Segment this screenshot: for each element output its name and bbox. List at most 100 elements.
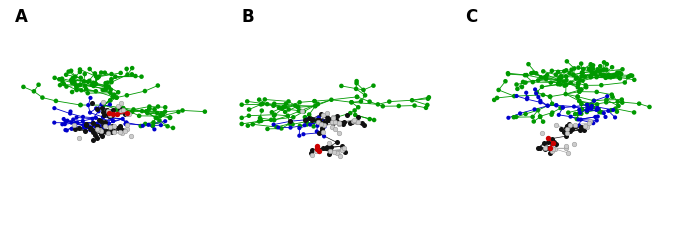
- Point: [160, 119, 171, 123]
- Point: [316, 121, 328, 125]
- Point: [519, 73, 531, 77]
- Point: [125, 134, 136, 138]
- Point: [598, 111, 610, 115]
- Point: [612, 71, 623, 74]
- Point: [308, 124, 319, 128]
- Point: [244, 114, 255, 118]
- Point: [107, 95, 118, 99]
- Point: [74, 83, 85, 87]
- Point: [287, 122, 298, 126]
- Point: [617, 101, 628, 105]
- Point: [576, 74, 587, 78]
- Point: [318, 120, 329, 124]
- Point: [257, 102, 268, 106]
- Point: [88, 121, 99, 124]
- Point: [74, 126, 85, 130]
- Point: [262, 102, 273, 106]
- Point: [531, 91, 542, 95]
- Point: [561, 83, 572, 87]
- Point: [340, 150, 351, 154]
- Point: [528, 120, 540, 123]
- Point: [298, 132, 309, 136]
- Point: [368, 84, 379, 88]
- Point: [616, 72, 627, 76]
- Point: [312, 147, 323, 150]
- Point: [358, 88, 369, 92]
- Point: [542, 140, 554, 143]
- Point: [559, 84, 570, 88]
- Point: [551, 103, 562, 107]
- Point: [66, 127, 77, 131]
- Point: [97, 115, 108, 119]
- Point: [603, 73, 614, 77]
- Point: [312, 124, 323, 128]
- Point: [586, 70, 597, 74]
- Point: [122, 123, 133, 127]
- Point: [99, 124, 111, 128]
- Point: [317, 146, 328, 150]
- Point: [105, 91, 116, 95]
- Point: [561, 68, 572, 72]
- Point: [313, 147, 324, 151]
- Point: [285, 126, 296, 129]
- Point: [60, 119, 71, 123]
- Point: [91, 122, 102, 126]
- Point: [294, 134, 305, 138]
- Point: [579, 124, 590, 128]
- Point: [529, 88, 540, 91]
- Point: [522, 97, 533, 101]
- Point: [546, 141, 557, 145]
- Point: [90, 72, 101, 75]
- Point: [600, 76, 611, 80]
- Point: [130, 74, 141, 78]
- Point: [587, 106, 598, 109]
- Point: [568, 73, 579, 77]
- Point: [137, 124, 148, 128]
- Point: [585, 66, 596, 70]
- Point: [112, 126, 123, 130]
- Point: [92, 76, 103, 80]
- Point: [325, 145, 336, 149]
- Point: [560, 92, 571, 96]
- Point: [94, 128, 105, 132]
- Point: [283, 99, 294, 103]
- Point: [542, 136, 554, 140]
- Point: [625, 73, 636, 77]
- Point: [66, 90, 78, 94]
- Point: [313, 118, 324, 122]
- Point: [351, 79, 362, 83]
- Point: [520, 81, 531, 84]
- Point: [106, 80, 117, 84]
- Point: [266, 110, 277, 114]
- Point: [603, 75, 614, 79]
- Point: [339, 146, 350, 150]
- Point: [351, 87, 362, 91]
- Point: [96, 103, 107, 106]
- Point: [317, 113, 328, 117]
- Point: [313, 120, 324, 124]
- Point: [84, 79, 95, 83]
- Point: [69, 80, 80, 83]
- Point: [121, 121, 132, 124]
- Point: [556, 76, 567, 80]
- Point: [305, 151, 316, 155]
- Point: [87, 101, 98, 105]
- Point: [107, 95, 118, 99]
- Point: [535, 99, 546, 102]
- Point: [88, 84, 99, 88]
- Point: [554, 76, 565, 80]
- Point: [284, 122, 295, 126]
- Point: [61, 85, 72, 88]
- Point: [312, 102, 323, 106]
- Point: [155, 114, 166, 118]
- Point: [80, 87, 92, 91]
- Point: [104, 114, 115, 118]
- Point: [574, 90, 585, 94]
- Point: [351, 95, 363, 99]
- Point: [326, 126, 337, 129]
- Point: [333, 122, 344, 126]
- Point: [301, 118, 312, 122]
- Point: [144, 107, 155, 111]
- Point: [587, 72, 598, 76]
- Point: [568, 125, 579, 129]
